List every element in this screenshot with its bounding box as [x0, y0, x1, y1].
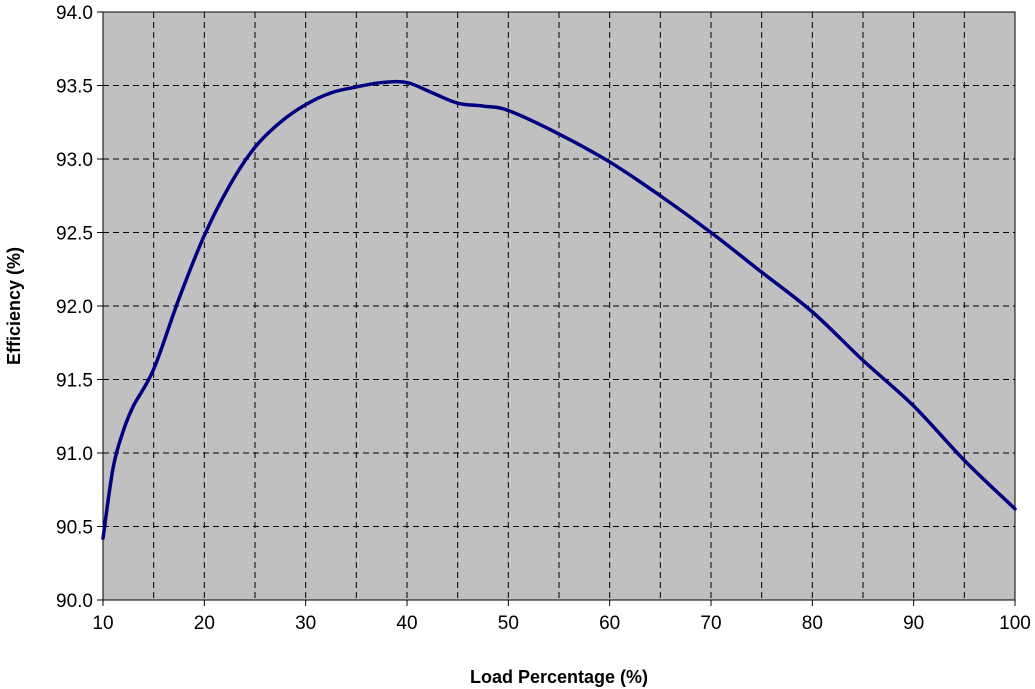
x-tick-label: 50 — [498, 613, 519, 634]
grid-lines — [103, 12, 1015, 600]
y-tick-label: 92.0 — [56, 297, 93, 318]
x-tick-label: 70 — [700, 613, 721, 634]
y-axis-title: Efficiency (%) — [4, 247, 24, 365]
y-tick-label: 90.5 — [56, 518, 93, 539]
y-tick-label: 90.0 — [56, 591, 93, 612]
x-tick-label: 20 — [194, 613, 215, 634]
y-tick-label: 92.5 — [56, 224, 93, 245]
x-tick-label: 100 — [999, 613, 1031, 634]
y-tick-label: 91.5 — [56, 371, 93, 392]
y-tick-label: 91.0 — [56, 444, 93, 465]
y-tick-label: 93.0 — [56, 150, 93, 171]
x-tick-label: 30 — [295, 613, 316, 634]
axis-ticks: 10 20 30 40 50 60 70 80 90 100 90.0 90.5 91.0 91.5 92.… — [56, 3, 1031, 634]
x-tick-label: 60 — [599, 613, 620, 634]
x-tick-label: 10 — [92, 613, 113, 634]
x-tick-label: 90 — [903, 613, 924, 634]
efficiency-line — [101, 79, 1017, 541]
y-tick-label: 94.0 — [56, 3, 93, 24]
x-tick-label: 80 — [802, 613, 823, 634]
x-axis-title: Load Percentage (%) — [470, 667, 648, 687]
x-tick-label: 40 — [396, 613, 417, 634]
y-tick-label: 93.5 — [56, 77, 93, 98]
